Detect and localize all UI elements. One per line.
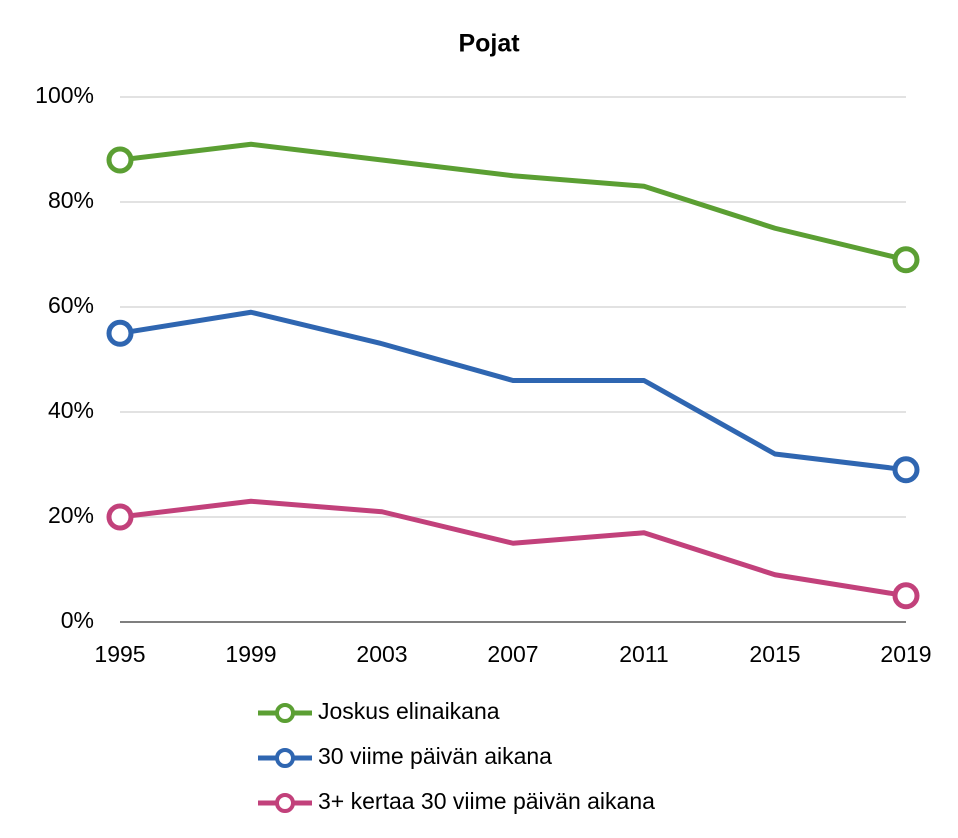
endpoint-marker: [892, 246, 920, 274]
legend-marker: [275, 748, 295, 768]
y-tick-label: 20%: [48, 502, 94, 528]
y-tick-label: 80%: [48, 187, 94, 213]
series-line: [119, 309, 907, 473]
endpoint-marker: [892, 582, 920, 610]
x-tick-label: 2019: [880, 641, 931, 667]
x-tick-label: 2003: [356, 641, 407, 667]
x-tick-label: 1995: [94, 641, 145, 667]
chart-title: Pojat: [458, 30, 520, 58]
x-tick-label: 1999: [225, 641, 276, 667]
x-tick-label: 2007: [487, 641, 538, 667]
endpoint-marker: [106, 319, 134, 347]
legend-label: 30 viime päivän aikana: [318, 743, 552, 769]
y-tick-label: 60%: [48, 292, 94, 318]
legend-label: Joskus elinaikana: [318, 698, 500, 724]
legend-marker: [275, 703, 295, 723]
y-tick-label: 100%: [35, 82, 94, 108]
y-tick-label: 0%: [61, 607, 94, 633]
x-tick-label: 2011: [619, 641, 668, 667]
x-tick-label: 2015: [749, 641, 800, 667]
series-line: [119, 498, 907, 599]
legend-marker: [275, 793, 295, 813]
endpoint-marker: [892, 456, 920, 484]
endpoint-marker: [106, 146, 134, 174]
y-tick-label: 40%: [48, 397, 94, 423]
legend-label: 3+ kertaa 30 viime päivän aikana: [318, 788, 655, 814]
series-line: [119, 141, 907, 263]
endpoint-marker: [106, 503, 134, 531]
